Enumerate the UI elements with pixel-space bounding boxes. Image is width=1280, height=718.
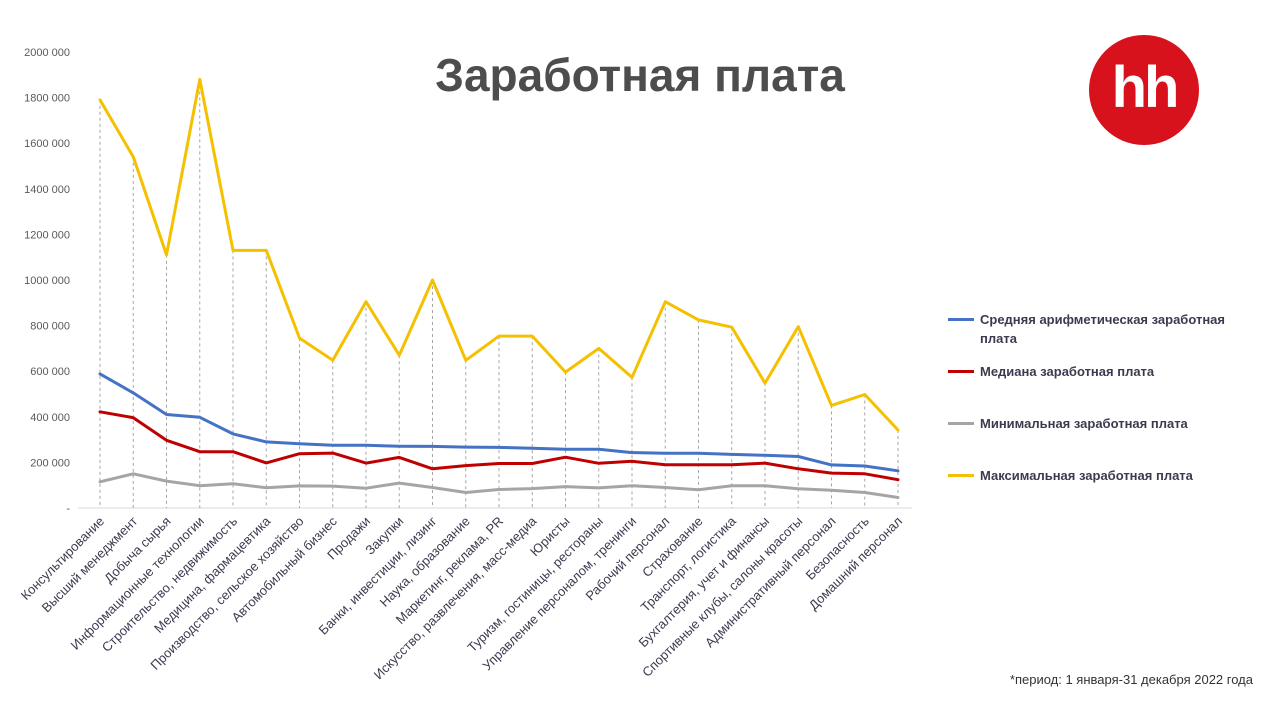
y-tick-label: - — [66, 503, 70, 515]
y-tick-label: 2000 000 — [24, 47, 70, 59]
y-tick-label: 1800 000 — [24, 93, 70, 105]
legend-swatch — [948, 474, 974, 477]
legend-swatch — [948, 370, 974, 373]
page-title: Заработная плата — [435, 49, 845, 101]
series-line-1 — [98, 372, 900, 473]
series-line-4 — [98, 77, 900, 432]
legend-item: Минимальная заработная плата — [948, 414, 1240, 433]
y-tick-label: 1000 000 — [24, 275, 70, 287]
series-line-2 — [98, 410, 900, 482]
y-tick-label: 800 000 — [30, 321, 70, 333]
legend-item: Максимальная заработная плата — [948, 466, 1240, 485]
y-tick-label: 600 000 — [30, 366, 70, 378]
legend-swatch — [948, 318, 974, 321]
series-line-3 — [98, 472, 900, 499]
y-tick-label: 1200 000 — [24, 229, 70, 241]
legend-swatch — [948, 422, 974, 425]
legend-label: Минимальная заработная плата — [980, 416, 1188, 431]
period-footnote: *период: 1 января-31 декабря 2022 года — [1009, 672, 1253, 687]
legend-label: Средняя арифметическая заработная плата — [980, 312, 1225, 346]
legend-label: Максимальная заработная плата — [980, 468, 1193, 483]
y-tick-label: 1600 000 — [24, 138, 70, 150]
y-tick-label: 1400 000 — [24, 184, 70, 196]
legend-item: Средняя арифметическая заработная плата — [948, 310, 1240, 348]
x-tick-label: Управление персоналом, тренинги — [479, 514, 639, 674]
hh-logo: hh — [1089, 35, 1199, 145]
legend-label: Медиана заработная плата — [980, 364, 1155, 379]
legend-item: Медиана заработная плата — [948, 362, 1240, 381]
y-tick-label: 400 000 — [30, 412, 70, 424]
y-tick-label: 200 000 — [30, 457, 70, 469]
hh-logo-text: hh — [1111, 54, 1180, 120]
